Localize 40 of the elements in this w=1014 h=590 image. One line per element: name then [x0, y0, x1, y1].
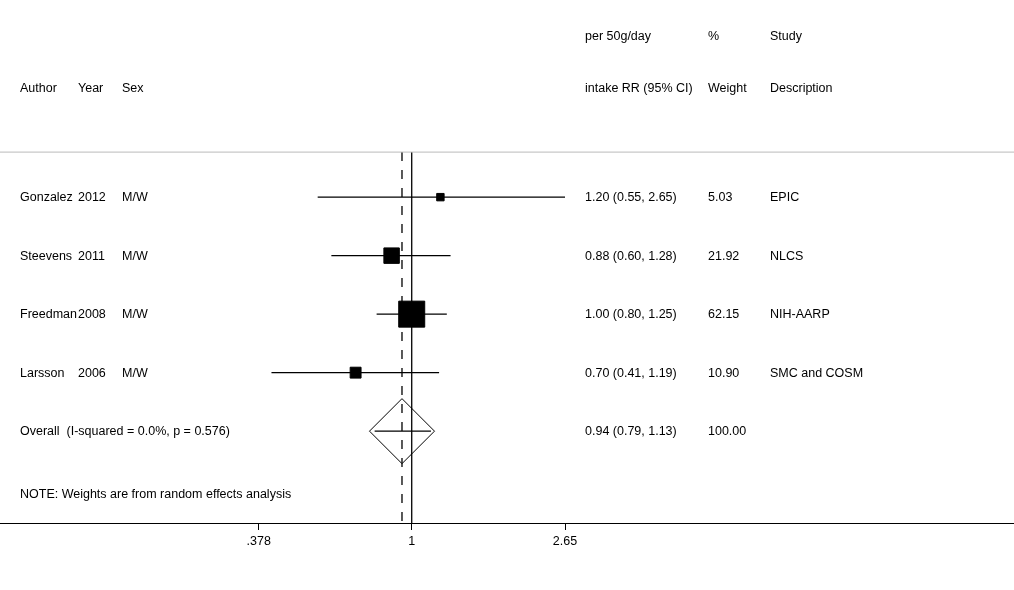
- x-tick-label: 2.65: [552, 534, 578, 548]
- annotation: M/W: [122, 366, 148, 380]
- annotation: 0.94 (0.79, 1.13): [585, 424, 677, 438]
- annotation: NLCS: [770, 249, 804, 263]
- text: intake RR (95% CI): [585, 81, 693, 95]
- text: per 50g/day: [585, 29, 652, 43]
- text: Weight: [708, 81, 748, 95]
- annotation: NIH-AARP: [770, 307, 830, 321]
- annotation: 5.03: [708, 190, 733, 204]
- annotation: 0.70 (0.41, 1.19): [585, 366, 677, 380]
- annotation: NOTE: Weights are from random effects analysis: [20, 487, 292, 501]
- x-tick-label: .378: [246, 534, 271, 548]
- annotation: 2006: [78, 366, 106, 380]
- text: Year: [78, 81, 104, 95]
- y-tick-label: Steevens: [20, 249, 73, 263]
- annotation: M/W: [122, 307, 148, 321]
- annotation: 62.15: [708, 307, 740, 321]
- annotation: EPIC: [770, 190, 800, 204]
- annotation: M/W: [122, 190, 148, 204]
- annotation: 10.90: [708, 366, 740, 380]
- y-tick-label: Freedman: [20, 307, 78, 321]
- y-tick-label: Overall (I-squared = 0.0%, p = 0.576): [20, 424, 230, 438]
- annotation: 2008: [78, 307, 106, 321]
- y-tick-label: Larsson: [20, 366, 65, 380]
- text: %: [708, 29, 720, 43]
- text: Description: [770, 81, 833, 95]
- x-tick-label: 1: [408, 534, 416, 548]
- y-tick-label: Gonzalez: [20, 190, 73, 204]
- text: Study: [770, 29, 803, 43]
- annotation: 2011: [78, 249, 105, 263]
- annotation: 21.92: [708, 249, 740, 263]
- annotation: 2012: [78, 190, 106, 204]
- text: Author: [20, 81, 57, 95]
- annotation: 1.00 (0.80, 1.25): [585, 307, 677, 321]
- annotation: SMC and COSM: [770, 366, 864, 380]
- text: Sex: [122, 81, 145, 95]
- annotation: 100.00: [708, 424, 747, 438]
- annotation: M/W: [122, 249, 148, 263]
- annotation: 0.88 (0.60, 1.28): [585, 249, 677, 263]
- annotation: 1.20 (0.55, 2.65): [585, 190, 677, 204]
